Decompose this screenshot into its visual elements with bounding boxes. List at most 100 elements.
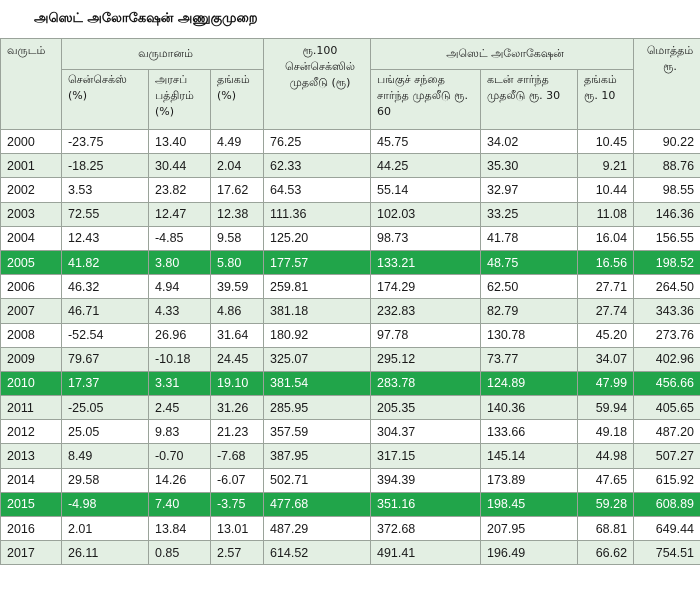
asset-allocation-table: வருடம் வருமானம் ரூ.100 சென்செக்ஸில் முதல… (0, 38, 700, 566)
cell-gold-10: 49.18 (577, 419, 635, 445)
header-gold-10: தங்கம் ரூ. 10 (577, 69, 635, 130)
table-row: 2002 3.53 23.82 17.62 64.53 55.14 32.97 10.44 98… (0, 177, 700, 203)
cell-year: 2013 (0, 443, 62, 469)
cell-govt-bond-pct: 12.47 (148, 201, 211, 227)
table-row: 2007 46.71 4.33 4.86 381.18 232.83 82.79 27.74 3… (0, 298, 700, 324)
header-year: வருடம் (0, 38, 62, 130)
cell-debt-30: 48.75 (480, 249, 579, 276)
table-row: 2008 -52.54 26.96 31.64 180.92 97.78 130.78 45.… (0, 322, 700, 348)
cell-equity-60: 174.29 (370, 274, 482, 300)
cell-gold-pct: 12.38 (209, 201, 265, 227)
cell-debt-30: 140.36 (480, 395, 579, 421)
cell-total: 156.55 (633, 225, 700, 251)
cell-total: 507.27 (633, 443, 700, 469)
cell-year: 2005 (0, 249, 62, 276)
cell-gold-10: 34.07 (577, 346, 635, 372)
cell-total: 649.44 (633, 515, 700, 542)
cell-equity-60: 97.78 (370, 322, 482, 348)
cell-gold-10: 68.81 (577, 515, 635, 542)
cell-gold-10: 9.21 (577, 153, 635, 179)
cell-sensex-100: 285.95 (263, 395, 372, 421)
cell-equity-60: 102.03 (370, 201, 482, 227)
cell-total: 90.22 (633, 128, 700, 155)
table-row: 2001 -18.25 30.44 2.04 62.33 44.25 35.30 9.21 88… (0, 153, 700, 179)
header-govt-bond-pct: அரசப் பத்திரம் (%) (148, 69, 211, 130)
cell-sensex-pct: -18.25 (61, 153, 149, 179)
table-row: 2012 25.05 9.83 21.23 357.59 304.37 133.66 49.1… (0, 419, 700, 445)
cell-sensex-pct: 46.71 (61, 298, 149, 324)
cell-year: 2012 (0, 419, 62, 445)
cell-gold-pct: 5.80 (209, 249, 265, 276)
table-row: 2005 41.82 3.80 5.80 177.57 133.21 48.75 16.56 1… (0, 249, 700, 276)
cell-total: 343.36 (633, 298, 700, 324)
cell-debt-30: 130.78 (480, 322, 579, 348)
cell-debt-30: 82.79 (480, 298, 579, 324)
cell-equity-60: 304.37 (370, 419, 482, 445)
cell-gold-10: 59.28 (577, 491, 635, 518)
cell-year: 2010 (0, 370, 62, 397)
cell-total: 146.36 (633, 201, 700, 227)
cell-total: 198.52 (633, 249, 700, 276)
cell-sensex-100: 357.59 (263, 419, 372, 445)
cell-sensex-pct: 25.05 (61, 419, 149, 445)
cell-govt-bond-pct: 23.82 (148, 177, 211, 203)
cell-year: 2002 (0, 177, 62, 203)
cell-sensex-100: 76.25 (263, 128, 372, 155)
table-row: 2010 17.37 3.31 19.10 381.54 283.78 124.89 47.9… (0, 370, 700, 397)
cell-gold-10: 27.71 (577, 274, 635, 300)
cell-gold-pct: -6.07 (209, 467, 265, 493)
cell-year: 2009 (0, 346, 62, 372)
cell-govt-bond-pct: -10.18 (148, 346, 211, 372)
table-row: 2009 79.67 -10.18 24.45 325.07 295.12 73.77 34.… (0, 346, 700, 372)
cell-govt-bond-pct: 3.31 (148, 370, 211, 397)
cell-equity-60: 317.15 (370, 443, 482, 469)
cell-sensex-pct: 8.49 (61, 443, 149, 469)
table-title: அஸெட் அலோகேஷன் அணுகுமுறை (34, 11, 258, 26)
cell-equity-60: 45.75 (370, 128, 482, 155)
cell-gold-pct: 17.62 (209, 177, 265, 203)
cell-gold-pct: 31.26 (209, 395, 265, 421)
cell-debt-30: 196.49 (480, 540, 579, 566)
header-sensex-pct: சென்செக்ஸ் (%) (61, 69, 149, 130)
cell-debt-30: 198.45 (480, 491, 579, 518)
cell-equity-60: 295.12 (370, 346, 482, 372)
cell-debt-30: 33.25 (480, 201, 579, 227)
table-header: வருடம் வருமானம் ரூ.100 சென்செக்ஸில் முதல… (0, 38, 700, 130)
cell-gold-pct: -7.68 (209, 443, 265, 469)
header-allocation-group: அஸெட் அலோகேஷன் (370, 38, 635, 70)
cell-year: 2011 (0, 395, 62, 421)
cell-sensex-pct: 12.43 (61, 225, 149, 251)
table-row: 2013 8.49 -0.70 -7.68 387.95 317.15 145.14 44.9… (0, 443, 700, 469)
cell-equity-60: 491.41 (370, 540, 482, 566)
cell-gold-pct: 2.57 (209, 540, 265, 566)
cell-total: 273.76 (633, 322, 700, 348)
cell-gold-10: 44.98 (577, 443, 635, 469)
cell-year: 2004 (0, 225, 62, 251)
cell-gold-10: 47.99 (577, 370, 635, 397)
header-sensex-100: ரூ.100 சென்செக்ஸில் முதலீடு (ரூ) (263, 38, 372, 130)
cell-gold-pct: 31.64 (209, 322, 265, 348)
cell-gold-10: 11.08 (577, 201, 635, 227)
cell-year: 2003 (0, 201, 62, 227)
cell-govt-bond-pct: -0.70 (148, 443, 211, 469)
table-body: 2000 -23.75 13.40 4.49 76.25 45.75 34.02 10.45 9… (0, 128, 700, 566)
cell-equity-60: 44.25 (370, 153, 482, 179)
cell-debt-30: 124.89 (480, 370, 579, 397)
cell-gold-pct: 19.10 (209, 370, 265, 397)
cell-sensex-pct: -4.98 (61, 491, 149, 518)
cell-gold-pct: 24.45 (209, 346, 265, 372)
cell-sensex-pct: -25.05 (61, 395, 149, 421)
cell-year: 2006 (0, 274, 62, 300)
cell-gold-pct: 2.04 (209, 153, 265, 179)
cell-govt-bond-pct: 7.40 (148, 491, 211, 518)
cell-sensex-100: 64.53 (263, 177, 372, 203)
cell-govt-bond-pct: 14.26 (148, 467, 211, 493)
table-row: 2011 -25.05 2.45 31.26 285.95 205.35 140.36 59.… (0, 395, 700, 421)
cell-gold-pct: 9.58 (209, 225, 265, 251)
cell-debt-30: 62.50 (480, 274, 579, 300)
cell-gold-10: 10.45 (577, 128, 635, 155)
cell-year: 2014 (0, 467, 62, 493)
cell-gold-pct: -3.75 (209, 491, 265, 518)
cell-total: 88.76 (633, 153, 700, 179)
cell-sensex-pct: -52.54 (61, 322, 149, 348)
